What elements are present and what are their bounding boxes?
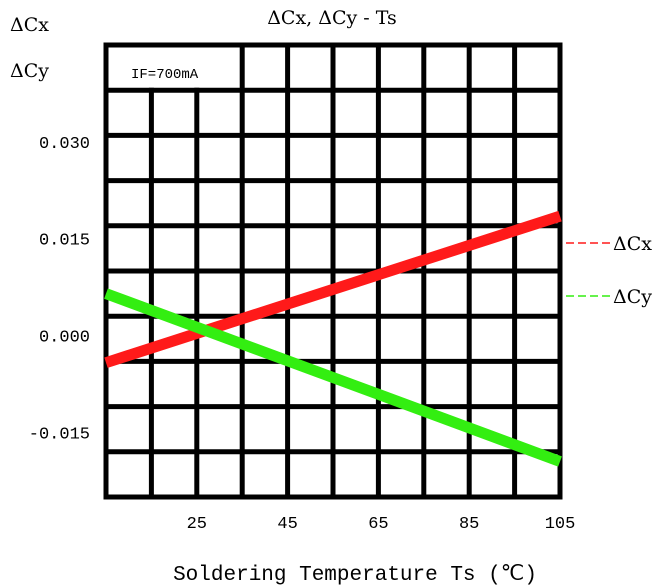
y-tick-labels: 0.030 0.015 0.000 -0.015 (29, 135, 90, 445)
x-tick-label: 85 (459, 515, 479, 534)
plot-series (104, 210, 562, 467)
x-tick-label: 25 (187, 515, 207, 534)
y-axis-label-dcx: ΔCx (10, 14, 49, 36)
legend-label: ΔCx (613, 233, 652, 255)
y-tick-label: 0.015 (39, 232, 90, 251)
x-tick-label: 45 (277, 515, 297, 534)
condition-annotation: IF=700mA (131, 67, 199, 83)
series-line-delta-cx (104, 210, 562, 368)
y-tick-label: 0.030 (39, 135, 90, 154)
x-tick-label: 65 (368, 515, 388, 534)
y-axis-label-dcy: ΔCy (10, 60, 49, 82)
series-line-delta-cy (104, 288, 562, 467)
legend-label: ΔCy (613, 286, 652, 308)
plot-grid (103, 42, 563, 500)
legend: ΔCx ΔCy (566, 233, 652, 308)
x-tick-labels: 25 45 65 85 105 (187, 515, 576, 534)
chart-title: ΔCx, ΔCy - Ts (267, 7, 397, 29)
x-axis-label: Soldering Temperature Ts (℃) (173, 564, 537, 587)
y-tick-label: -0.015 (29, 425, 90, 444)
x-tick-label: 105 (545, 515, 576, 534)
y-tick-label: 0.000 (39, 329, 90, 348)
